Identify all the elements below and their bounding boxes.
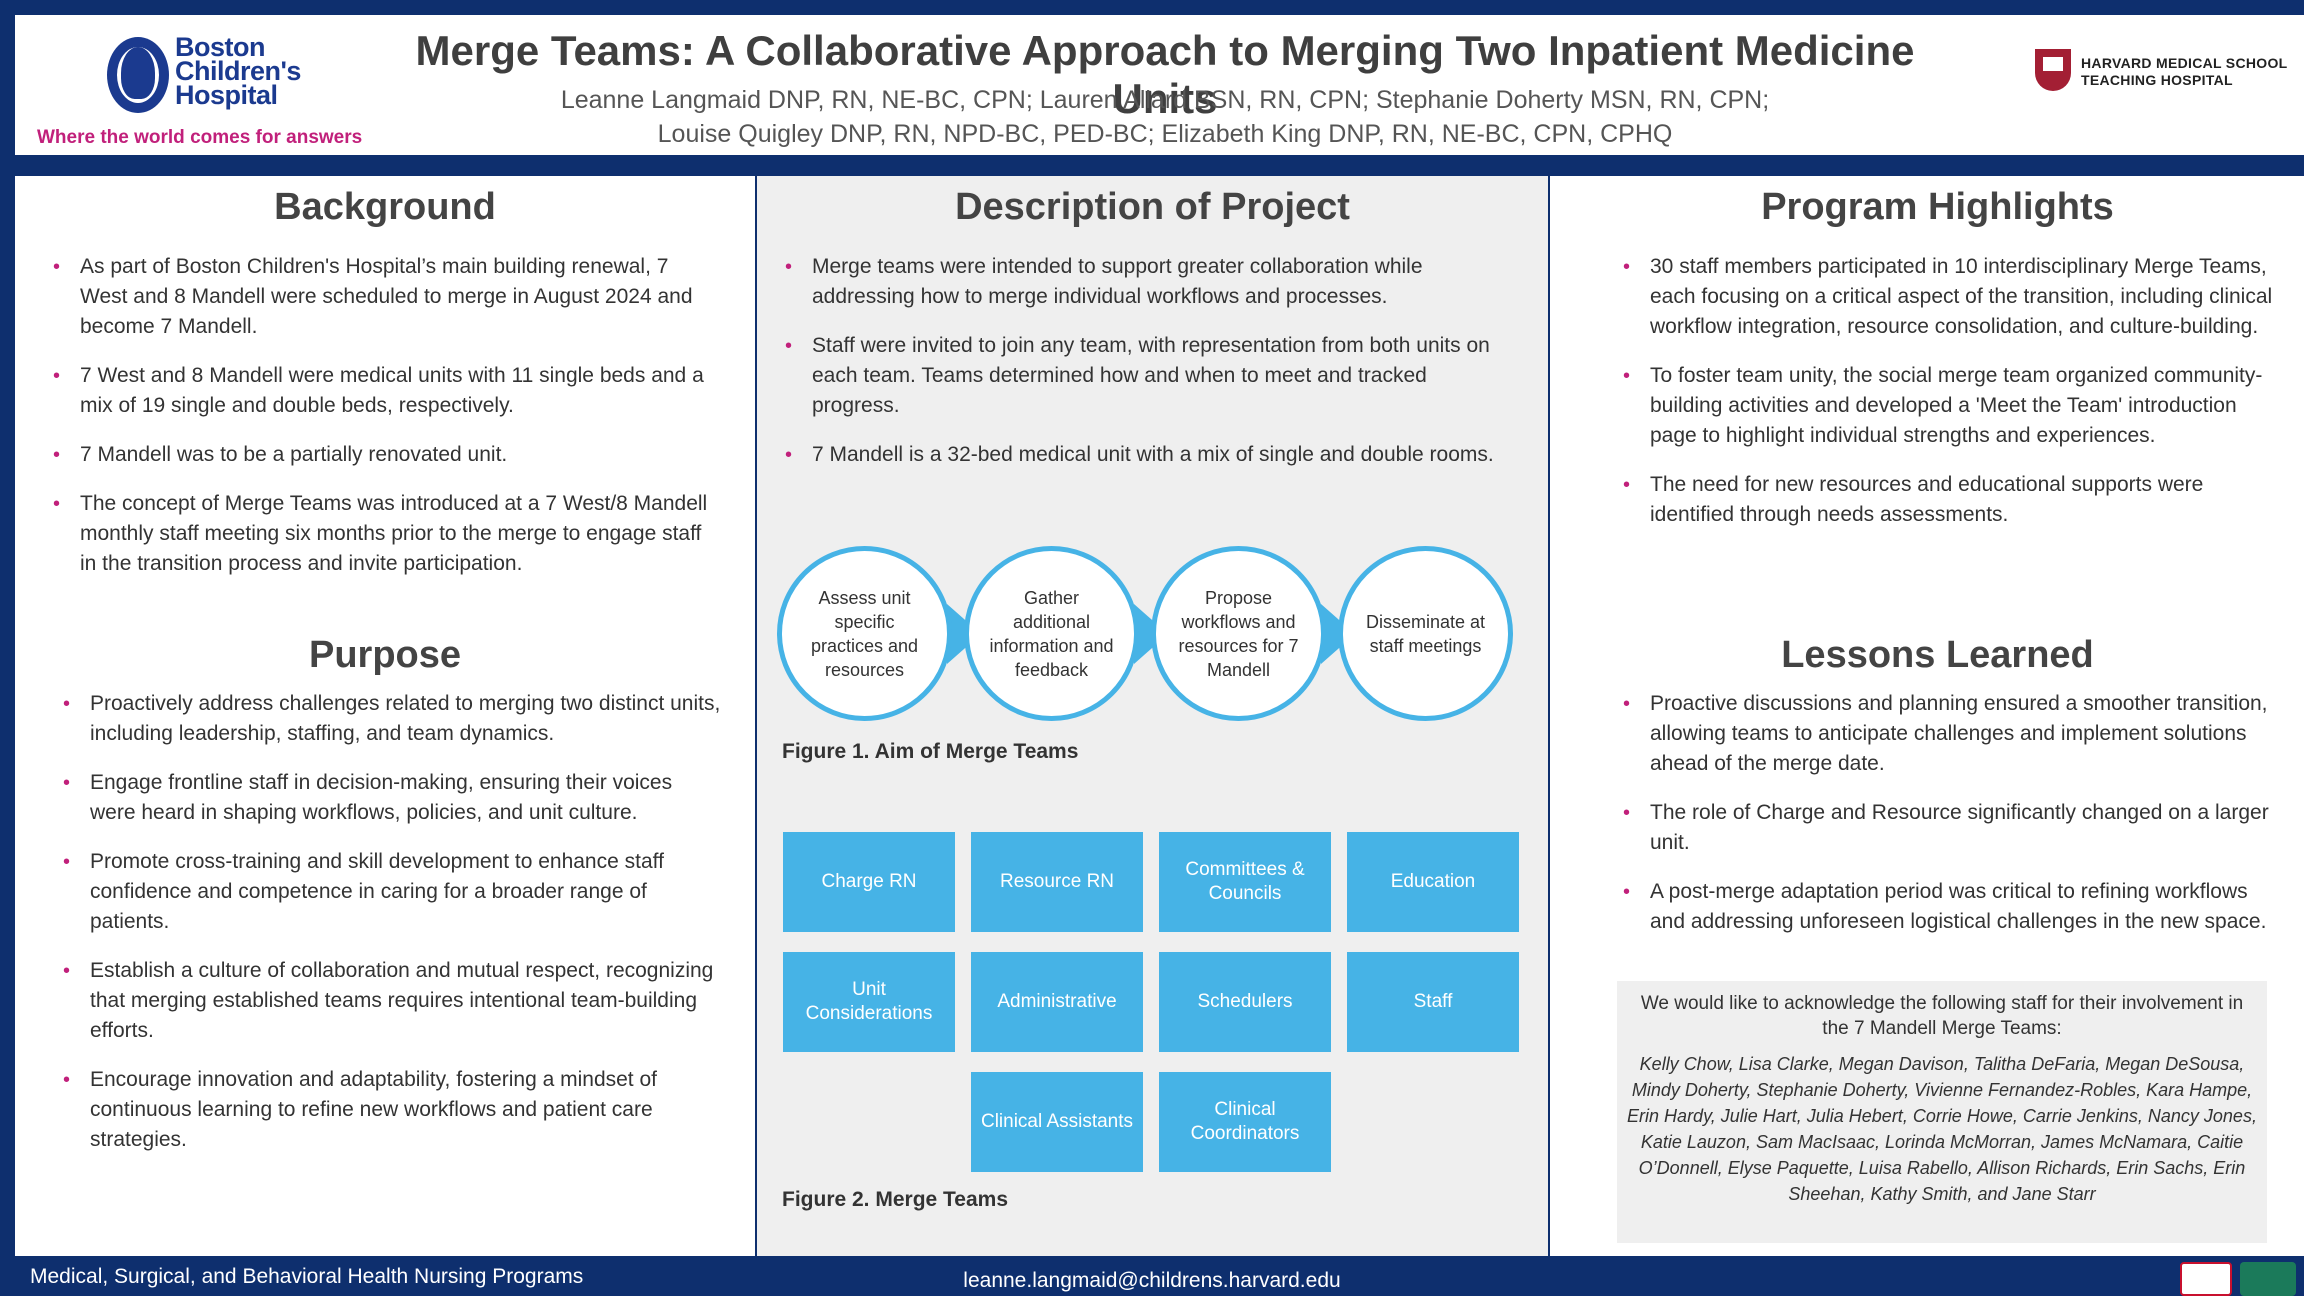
flow-step-disseminate: Disseminate at staff meetings <box>1338 546 1513 721</box>
highlights-heading: Program Highlights <box>1761 186 2114 228</box>
list-item: Promote cross-training and skill develop… <box>63 847 723 937</box>
left-column: Background As part of Boston Children's … <box>15 176 755 1256</box>
list-item: The role of Charge and Resource signific… <box>1623 798 2273 858</box>
description-heading: Description of Project <box>955 186 1350 228</box>
background-heading: Background <box>274 186 496 228</box>
aim-flow-diagram: Assess unit specific practices and resou… <box>777 546 1537 731</box>
flow-step-gather: Gather additional information and feedba… <box>964 546 1139 721</box>
harvard-text: HARVARD MEDICAL SCHOOL TEACHING HOSPITAL <box>2081 55 2288 88</box>
team-tile-clinical-coordinators: Clinical Coordinators <box>1159 1072 1331 1172</box>
lessons-heading: Lessons Learned <box>1781 634 2094 676</box>
team-tile-committees-councils: Committees & Councils <box>1159 832 1331 932</box>
magnet-badge-icon <box>2240 1262 2296 1296</box>
figure-1-caption: Figure 1. Aim of Merge Teams <box>782 740 1079 763</box>
list-item: Encourage innovation and adaptability, f… <box>63 1065 723 1155</box>
footer-programs: Medical, Surgical, and Behavioral Health… <box>30 1265 584 1288</box>
team-tile-staff: Staff <box>1347 952 1519 1052</box>
lessons-list: Proactive discussions and planning ensur… <box>1623 689 2273 956</box>
highlights-list: 30 staff members participated in 10 inte… <box>1623 252 2273 549</box>
poster-header: Boston Children's Hospital Where the wor… <box>15 15 2304 155</box>
list-item: Proactively address challenges related t… <box>63 689 723 749</box>
footer-email[interactable]: leanne.langmaid@childrens.harvard.edu <box>963 1269 1341 1292</box>
list-item: Engage frontline staff in decision-makin… <box>63 768 723 828</box>
harvard-logo: HARVARD MEDICAL SCHOOL TEACHING HOSPITAL <box>2035 47 2295 97</box>
list-item: As part of Boston Children's Hospital’s … <box>53 252 713 342</box>
purpose-list: Proactively address challenges related t… <box>63 689 723 1174</box>
middle-column: Description of Project Merge teams were … <box>757 176 1548 1256</box>
team-tile-resource-rn: Resource RN <box>971 832 1143 932</box>
logo-text: Boston Children's Hospital <box>175 32 301 110</box>
description-list: Merge teams were intended to support gre… <box>785 252 1515 489</box>
boston-childrens-logo: Boston Children's Hospital <box>91 25 351 120</box>
list-item: 7 Mandell is a 32-bed medical unit with … <box>785 440 1515 470</box>
list-item: Proactive discussions and planning ensur… <box>1623 689 2273 779</box>
team-tile-clinical-assistants: Clinical Assistants <box>971 1072 1143 1172</box>
acknowledgement-box: We would like to acknowledge the followi… <box>1617 981 2267 1243</box>
tagline: Where the world comes for answers <box>37 127 363 148</box>
flow-step-assess: Assess unit specific practices and resou… <box>777 546 952 721</box>
logo-child-icon <box>121 47 155 99</box>
team-tile-education: Education <box>1347 832 1519 932</box>
authors-line-2: Louise Quigley DNP, RN, NPD-BC, PED-BC; … <box>657 120 1673 148</box>
team-tile-charge-rn: Charge RN <box>783 832 955 932</box>
flow-step-propose: Propose workflows and resources for 7 Ma… <box>1151 546 1326 721</box>
harvard-shield-icon <box>2035 49 2071 91</box>
team-tile-administrative: Administrative <box>971 952 1143 1052</box>
list-item: A post-merge adaptation period was criti… <box>1623 877 2273 937</box>
team-tile-schedulers: Schedulers <box>1159 952 1331 1052</box>
purpose-heading: Purpose <box>308 634 462 676</box>
background-list: As part of Boston Children's Hospital’s … <box>53 252 713 598</box>
poster-title: Merge Teams: A Collaborative Approach to… <box>415 27 1915 122</box>
list-item: The need for new resources and education… <box>1623 470 2273 530</box>
list-item: 30 staff members participated in 10 inte… <box>1623 252 2273 342</box>
authors: Leanne Langmaid DNP, RN, NE-BC, CPN; Lau… <box>375 83 1955 151</box>
list-item: The concept of Merge Teams was introduce… <box>53 489 713 579</box>
list-item: Merge teams were intended to support gre… <box>785 252 1515 312</box>
list-item: Staff were invited to join any team, wit… <box>785 331 1515 421</box>
authors-line-1: Leanne Langmaid DNP, RN, NE-BC, CPN; Lau… <box>560 86 1770 114</box>
acknowledgement-intro: We would like to acknowledge the followi… <box>1640 993 2244 1039</box>
figure-2-caption: Figure 2. Merge Teams <box>782 1188 1009 1211</box>
list-item: 7 West and 8 Mandell were medical units … <box>53 361 713 421</box>
right-column: Program Highlights 30 staff members part… <box>1550 176 2304 1256</box>
award-badge-icon <box>2180 1262 2232 1296</box>
list-item: 7 Mandell was to be a partially renovate… <box>53 440 713 470</box>
acknowledgement-names: Kelly Chow, Lisa Clarke, Megan Davison, … <box>1627 1054 2257 1204</box>
team-tile-unit-considerations: Unit Considerations <box>783 952 955 1052</box>
list-item: Establish a culture of collaboration and… <box>63 956 723 1046</box>
list-item: To foster team unity, the social merge t… <box>1623 361 2273 451</box>
